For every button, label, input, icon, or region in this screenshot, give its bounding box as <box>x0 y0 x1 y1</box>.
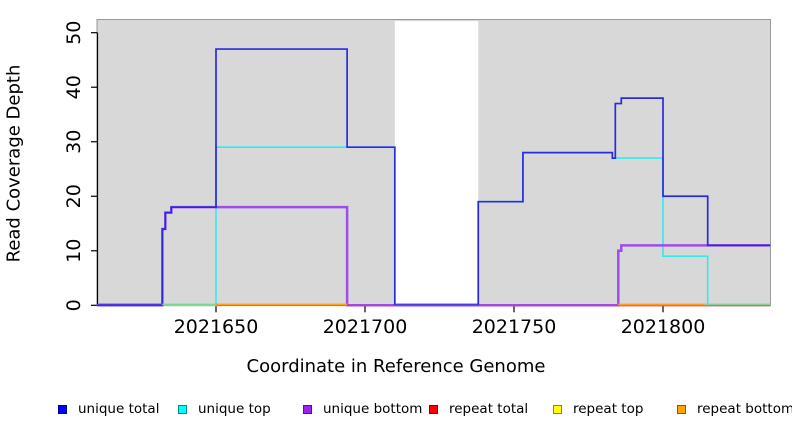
x-tick-label: 2021650 <box>174 316 259 338</box>
baseline-segment <box>96 303 163 306</box>
y-tick-label: 30 <box>63 130 85 154</box>
baseline-segment <box>618 303 705 306</box>
series-line-unique-total <box>96 48 771 307</box>
baseline-segment <box>162 303 216 306</box>
baseline-segment <box>216 303 348 306</box>
y-tick-label: 50 <box>63 21 85 45</box>
y-tick-label: 20 <box>63 184 85 208</box>
x-tick-label: 2021800 <box>621 316 706 338</box>
y-tick-label: 40 <box>63 75 85 99</box>
coverage-gap-region <box>394 21 479 306</box>
x-axis-title: Coordinate in Reference Genome <box>246 356 546 377</box>
x-tick-label: 2021700 <box>323 316 408 338</box>
y-tick-label: 0 <box>63 299 85 311</box>
y-tick-label: 10 <box>63 239 85 263</box>
x-tick-label: 2021750 <box>472 316 557 338</box>
baseline-segment <box>347 305 771 307</box>
baseline-segment <box>704 303 771 306</box>
baseline-segment <box>394 303 479 306</box>
y-axis-title: Read Coverage Depth <box>3 64 25 263</box>
